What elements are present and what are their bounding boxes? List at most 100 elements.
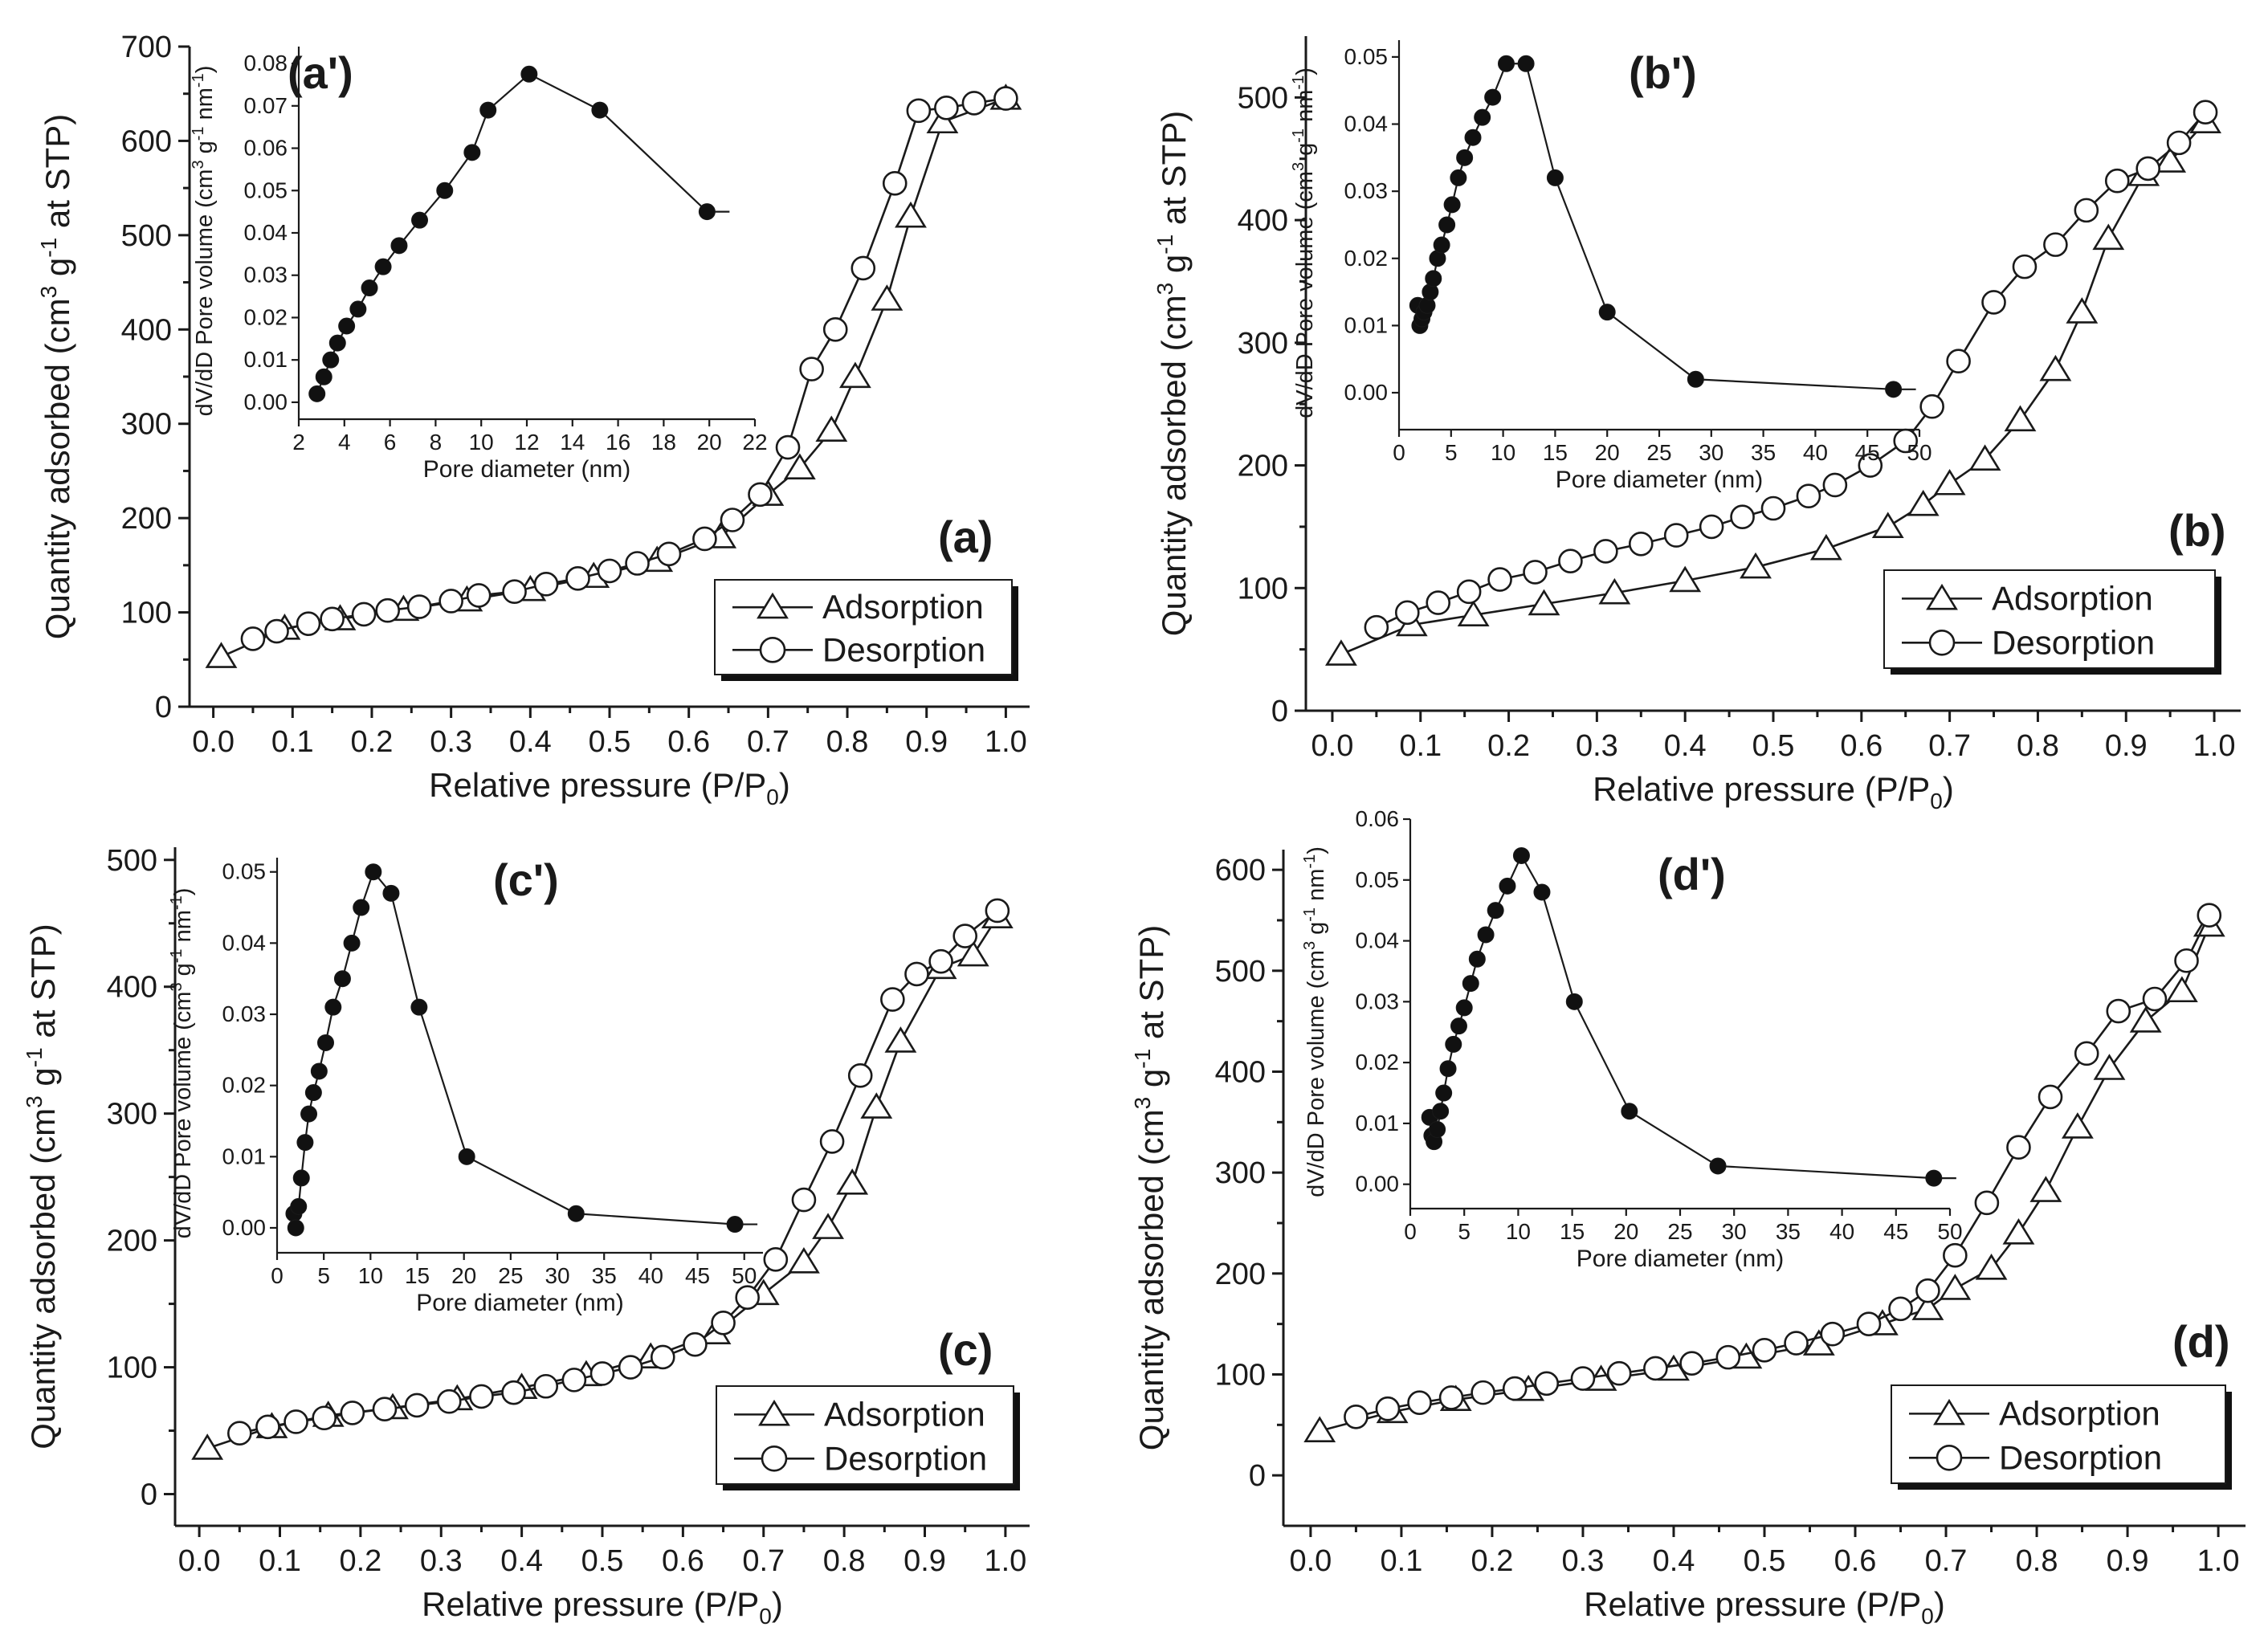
pore-size-point (322, 351, 340, 369)
desorption-point (1502, 1376, 1528, 1401)
inset-y-tick-label: 0.03 (1344, 178, 1389, 203)
adsorption-point (205, 642, 238, 668)
inset-y-label-sup: -1 (190, 73, 207, 88)
desorption-point (1534, 1371, 1560, 1397)
panel-a-x-label: Relative pressure (P/P0) (429, 766, 790, 809)
desorption-point (1915, 1278, 1940, 1303)
desorption-point (1426, 590, 1451, 615)
x-label-end: ) (1934, 1585, 1945, 1623)
pore-size-point (726, 1216, 744, 1234)
desorption-point (1919, 393, 1944, 419)
desorption-point (748, 482, 773, 508)
inset-y-tick-label: 0.04 (222, 930, 267, 955)
y-tick-label: 400 (107, 971, 157, 1005)
legend-desorption-label: Desorption (822, 630, 985, 668)
desorption-point (650, 1344, 675, 1370)
pore-size-point (390, 237, 408, 255)
desorption-point (934, 96, 959, 120)
desorption-point (1784, 1331, 1809, 1356)
inset-x-tick-label: 5 (1445, 440, 1458, 465)
inset-x-tick-label: 14 (560, 430, 585, 455)
pore-size-point (308, 385, 326, 402)
pore-size-line (1429, 854, 1934, 1180)
pore-size-line (292, 870, 736, 1229)
desorption-point (985, 898, 1010, 924)
pore-size-point (315, 368, 332, 385)
desorption-point (711, 1310, 736, 1335)
panel-b-x-label: Relative pressure (P/P0) (1593, 770, 1954, 814)
legend-adsorption-label: Adsorption (1999, 1394, 2160, 1432)
inset-y-label-sup: -1 (190, 126, 207, 141)
desorption-point (1822, 472, 1848, 498)
desorption-point (565, 565, 590, 591)
y-label-end: at STP) (1155, 111, 1193, 234)
pore-size-point (292, 1169, 310, 1187)
pore-size-point (1925, 1169, 1943, 1187)
pore-size-point (1462, 975, 1479, 993)
inset-y-label-sup: -1 (1301, 854, 1319, 869)
adsorption-point (2093, 1054, 2126, 1080)
inset-x-tick-label: 35 (1776, 1219, 1801, 1244)
desorption-point (1628, 531, 1654, 557)
pore-size-point (1456, 149, 1474, 166)
inset-y-tick-label: 0.02 (222, 1073, 267, 1098)
desorption-point (2193, 100, 2218, 124)
pore-size-point (353, 899, 370, 916)
y-tick-label: 300 (1238, 327, 1288, 361)
desorption-point (880, 987, 905, 1012)
adsorption-point (2092, 223, 2125, 251)
panel-b: 0.0 0.1 0.2 0.3 0.4 0.5 0.6 0.7 0.8 0.9 1.00100200… (1152, 36, 2241, 814)
inset-y-label-sup: -1 (1301, 907, 1319, 922)
inset-y-tick-label: 0.04 (1344, 112, 1389, 137)
x-tick-label: 0.4 (509, 725, 552, 759)
inset-x-tick-label: 50 (1907, 440, 1931, 465)
y-tick-label: 100 (1238, 572, 1288, 606)
desorption-point (1438, 1385, 1464, 1410)
x-tick-label: 0.7 (747, 725, 789, 759)
inset-c: 0 5 10 15 20 25 30 35 40 45 50 0.00 0.01 0.02 0.03 0.04… (168, 854, 763, 1316)
desorption-point (2197, 903, 2222, 928)
inset-y-tick-label: 0.03 (222, 1001, 267, 1026)
inset-x-tick-label: 20 (1595, 440, 1620, 465)
y-tick-label: 100 (1215, 1358, 1266, 1392)
desorption-point (683, 1331, 708, 1357)
inset-y-label-sup: 3 (1290, 162, 1307, 171)
pore-size-point (1474, 108, 1491, 126)
desorption-point (952, 924, 977, 948)
y-label-sup: 3 (1130, 1097, 1155, 1110)
y-tick-label: 500 (107, 844, 157, 878)
desorption-point (1593, 539, 1618, 564)
panel-label-b: (b) (2168, 505, 2226, 556)
adsorption-point (1911, 1294, 1944, 1320)
pore-size-point (458, 1148, 475, 1165)
desorption-point (533, 572, 559, 597)
y-label-mid: g (24, 1067, 62, 1095)
pore-size-point (296, 1134, 314, 1152)
y-tick-label: 0 (155, 691, 172, 724)
pore-size-point (374, 258, 392, 275)
desorption-point (240, 626, 266, 651)
inset-y-label-mid: g (170, 963, 196, 982)
inset-y-label-mid: g (192, 141, 218, 160)
legend-adsorption-label: Adsorption (1992, 579, 2153, 617)
panel-label-a: (a) (938, 512, 993, 562)
pore-size-point (1433, 236, 1450, 254)
series-desorption-line (239, 909, 998, 1434)
desorption-point (2043, 232, 2068, 257)
pore-size-point (361, 279, 378, 297)
y-label-end: at STP) (1132, 925, 1170, 1049)
inset-x-tick-label: 35 (1751, 440, 1776, 465)
inset-x-tick-label: 10 (1506, 1219, 1531, 1244)
panel-a: 0.0 0.1 0.2 0.3 0.4 0.5 0.6 0.7 0.8 0.9 1.00100200… (36, 31, 1030, 809)
adsorption-point (1598, 577, 1631, 605)
inset-x-tick-label: 8 (430, 430, 443, 455)
desorption-point (906, 98, 932, 124)
x-tick-label: 1.0 (984, 1544, 1026, 1578)
inset-y-tick-label: 0.06 (244, 136, 288, 161)
adsorption-point (2004, 405, 2037, 432)
x-tick-label: 0.5 (1752, 729, 1795, 763)
inset-y-label-text: dV/dD Pore volume (cm (1303, 950, 1329, 1197)
inset-y-label-mid: nm (1303, 869, 1329, 907)
desorption-point (2135, 156, 2160, 181)
desorption-point (1888, 1296, 1913, 1322)
